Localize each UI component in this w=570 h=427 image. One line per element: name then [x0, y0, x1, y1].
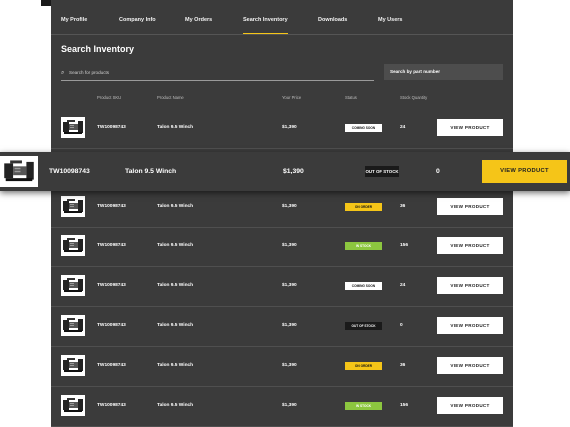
view-product-button[interactable]: VIEW PRODUCT: [437, 317, 503, 334]
tab-company-info[interactable]: Company Info: [119, 17, 156, 23]
row-sku: TW10098743: [97, 323, 126, 328]
table-row[interactable]: TW10098743 Talon 9.5 Winch $1,390 COMING SO…: [51, 266, 513, 307]
column-header-status: Status: [345, 95, 357, 100]
row-sku: TW10098743: [97, 243, 126, 248]
row-name: Talon 9.5 Winch: [157, 363, 194, 368]
status-badge: IN STOCK: [345, 242, 382, 250]
view-product-button[interactable]: VIEW PRODUCT: [437, 198, 503, 215]
table-row[interactable]: TW10098743 Talon 9.5 Winch $1,390 ON ORDER 3…: [51, 346, 513, 387]
row-quantity: 36: [400, 204, 406, 209]
column-header-sku: Product SKU: [97, 95, 122, 100]
status-badge: OUT OF STOCK: [345, 322, 382, 330]
search-input[interactable]: ⌕ Search for products: [61, 66, 374, 81]
tab-my-orders[interactable]: My Orders: [185, 17, 213, 23]
search-icon: ⌕: [61, 70, 65, 76]
table-row[interactable]: TW10098743 Talon 9.5 Winch $1,390 IN STOCK 1…: [51, 226, 513, 267]
view-product-button[interactable]: VIEW PRODUCT: [437, 397, 503, 414]
view-product-button[interactable]: VIEW PRODUCT: [437, 237, 503, 254]
status-badge: COMING SOON: [345, 282, 382, 290]
status-badge: ON ORDER: [345, 362, 382, 370]
row-quantity: 0: [400, 323, 403, 328]
view-product-button[interactable]: VIEW PRODUCT: [437, 277, 503, 294]
status-badge: COMING SOON: [345, 124, 382, 132]
table-row[interactable]: TW10098743 Talon 9.5 Winch $1,390 COMING SO…: [51, 108, 513, 149]
status-badge: OUT OF STOCK: [365, 166, 399, 177]
row-name: Talon 9.5 Winch: [157, 283, 194, 288]
winch-thumbnail: [61, 235, 85, 256]
row-price: $1,390: [282, 125, 297, 130]
row-sku: TW10098743: [97, 204, 126, 209]
winch-thumbnail: [61, 315, 85, 336]
tab-search-inventory[interactable]: Search Inventory: [243, 6, 288, 34]
row-name: Talon 9.5 Winch: [157, 243, 194, 248]
tab-my-users[interactable]: My Users: [378, 17, 403, 23]
row-price: $1,390: [282, 323, 297, 328]
row-quantity: 156: [400, 403, 409, 408]
row-price: $1,390: [282, 403, 297, 408]
row-price: $1,390: [282, 363, 297, 368]
status-badge: IN STOCK: [345, 402, 382, 410]
table-row[interactable]: TW10098743 Talon 9.5 Winch $1,390 IN STOCK 1…: [51, 386, 513, 427]
tab-downloads[interactable]: Downloads: [318, 17, 348, 23]
view-product-button[interactable]: VIEW PRODUCT: [437, 357, 503, 374]
row-quantity: 0: [436, 168, 440, 175]
winch-thumbnail: [0, 156, 38, 187]
row-quantity: 156: [400, 243, 409, 248]
row-name: Talon 9.5 Winch: [157, 323, 194, 328]
winch-thumbnail: [61, 355, 85, 376]
column-header-name: Product Name: [157, 95, 184, 100]
row-price: $1,390: [282, 243, 297, 248]
row-name: Talon 9.5 Winch: [157, 403, 194, 408]
row-name: Talon 9.5 Winch: [125, 168, 177, 175]
row-sku: TW10098743: [97, 283, 126, 288]
winch-thumbnail: [61, 275, 85, 296]
highlighted-row[interactable]: TW10098743 Talon 9.5 Winch $1,390 OUT OF…: [0, 152, 570, 191]
winch-thumbnail: [61, 117, 85, 138]
row-price: $1,390: [282, 204, 297, 209]
status-badge: ON ORDER: [345, 203, 382, 211]
table-row[interactable]: TW10098743 Talon 9.5 Winch $1,390 ON ORDER 3…: [51, 187, 513, 228]
page-title: Search Inventory: [61, 44, 135, 54]
column-header-price: Your Price: [282, 95, 302, 100]
account-tabs: My Profile Company Info My Orders Search…: [51, 6, 513, 35]
winch-thumbnail: [61, 196, 85, 217]
table-row[interactable]: TW10098743 Talon 9.5 Winch $1,390 OUT OF ST…: [51, 306, 513, 347]
row-sku: TW10098743: [97, 125, 126, 130]
view-product-button[interactable]: VIEW PRODUCT: [437, 119, 503, 136]
winch-thumbnail: [61, 395, 85, 416]
tab-my-profile[interactable]: My Profile: [61, 17, 88, 23]
search-placeholder: Search for products: [69, 70, 110, 75]
row-quantity: 24: [400, 283, 406, 288]
row-name: Talon 9.5 Winch: [157, 125, 194, 130]
row-quantity: 24: [400, 125, 406, 130]
row-sku: TW10098743: [97, 363, 126, 368]
view-product-button[interactable]: VIEW PRODUCT: [482, 160, 567, 183]
column-header-stock: Stock Quantity: [400, 95, 428, 100]
search-by-part-number-button[interactable]: Search by part number: [384, 64, 503, 80]
row-quantity: 36: [400, 363, 406, 368]
row-price: $1,390: [283, 168, 304, 175]
row-sku: TW10098743: [49, 168, 90, 175]
row-price: $1,390: [282, 283, 297, 288]
row-name: Talon 9.5 Winch: [157, 204, 194, 209]
row-sku: TW10098743: [97, 403, 126, 408]
